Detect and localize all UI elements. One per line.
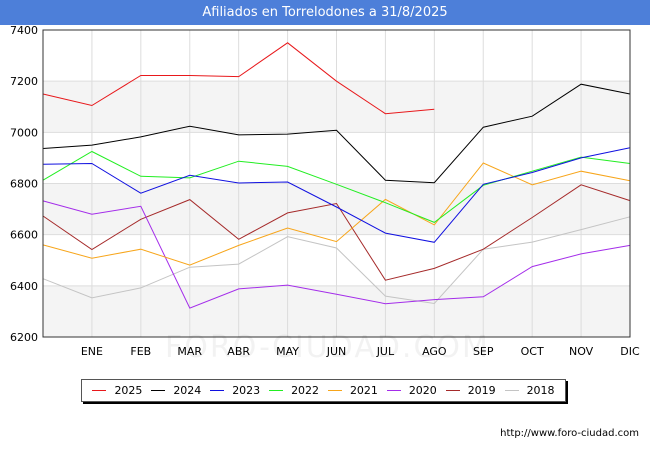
legend-label: 2021 xyxy=(349,384,378,397)
plot-frame xyxy=(42,29,631,338)
y-tick-label: 6400 xyxy=(10,280,38,293)
legend-label: 2019 xyxy=(467,384,496,397)
x-tick-label: OCT xyxy=(521,345,544,358)
legend-label: 2024 xyxy=(173,384,202,397)
legend-label: 2018 xyxy=(526,384,555,397)
legend-label: 2025 xyxy=(114,384,143,397)
y-tick-label: 7400 xyxy=(10,24,38,37)
y-tick-label: 6600 xyxy=(10,229,38,242)
legend-swatch xyxy=(386,390,401,391)
legend-swatch xyxy=(445,390,460,391)
legend-item-2018: 2018 xyxy=(504,384,555,397)
legend-swatch xyxy=(210,390,225,391)
y-tick-label: 6800 xyxy=(10,178,38,191)
series-line-2018 xyxy=(42,216,631,305)
series-lines xyxy=(42,42,631,309)
y-tick-label: 7000 xyxy=(10,126,38,139)
x-axis-ticks: ENE FEB MAR ABR MAY JUN JUL AGO SEP OCT NOV DIC xyxy=(81,345,640,358)
legend-swatch xyxy=(92,390,107,391)
legend-item-2022: 2022 xyxy=(269,384,319,397)
x-tick-label: SEP xyxy=(473,345,494,358)
x-tick-label: ABR xyxy=(227,345,250,358)
x-tick-label: JUL xyxy=(376,345,395,358)
series-line-2020 xyxy=(42,200,631,309)
legend-swatch xyxy=(327,390,342,391)
x-tick-label: ENE xyxy=(81,345,103,358)
series-line-2021 xyxy=(42,162,631,266)
watermark: FORO-CIUDAD.COM xyxy=(165,330,490,365)
legend-item-2020: 2020 xyxy=(386,384,437,397)
legend-swatch xyxy=(504,390,519,391)
legend-label: 2020 xyxy=(408,384,437,397)
legend-label: 2022 xyxy=(291,384,320,397)
series-line-2023 xyxy=(42,147,631,243)
footer-url: http://www.foro-ciudad.com xyxy=(500,428,639,439)
x-tick-label: DIC xyxy=(620,345,640,358)
x-tick-label: MAR xyxy=(177,345,202,358)
legend-item-2024: 2024 xyxy=(151,384,201,397)
series-line-2024 xyxy=(42,83,631,184)
x-tick-label: NOV xyxy=(569,345,594,358)
legend-swatch xyxy=(269,390,284,391)
legend-item-2021: 2021 xyxy=(327,384,378,397)
legend-item-2025: 2025 xyxy=(92,384,142,397)
legend-item-2019: 2019 xyxy=(445,384,496,397)
legend-swatch xyxy=(151,390,166,391)
y-tick-label: 7200 xyxy=(10,75,38,88)
x-tick-label: JUN xyxy=(326,345,347,358)
series-line-2022 xyxy=(42,150,631,223)
legend-item-2023: 2023 xyxy=(210,384,260,397)
x-tick-label: MAY xyxy=(276,345,299,358)
legend: 2025 2024 2023 2022 2021 2020 2019 2018 xyxy=(81,379,566,402)
series-line-2019 xyxy=(42,184,631,281)
series-line-2025 xyxy=(42,42,435,115)
y-axis-ticks: 6200 6400 6600 6800 7000 7200 7400 xyxy=(10,24,38,344)
x-tick-label: AGO xyxy=(422,345,447,358)
chart-title: Afiliados en Torrelodones a 31/8/2025 xyxy=(202,5,448,20)
legend-label: 2023 xyxy=(232,384,261,397)
y-tick-label: 6200 xyxy=(10,331,38,344)
x-tick-label: FEB xyxy=(130,345,151,358)
title-bar xyxy=(0,0,650,25)
